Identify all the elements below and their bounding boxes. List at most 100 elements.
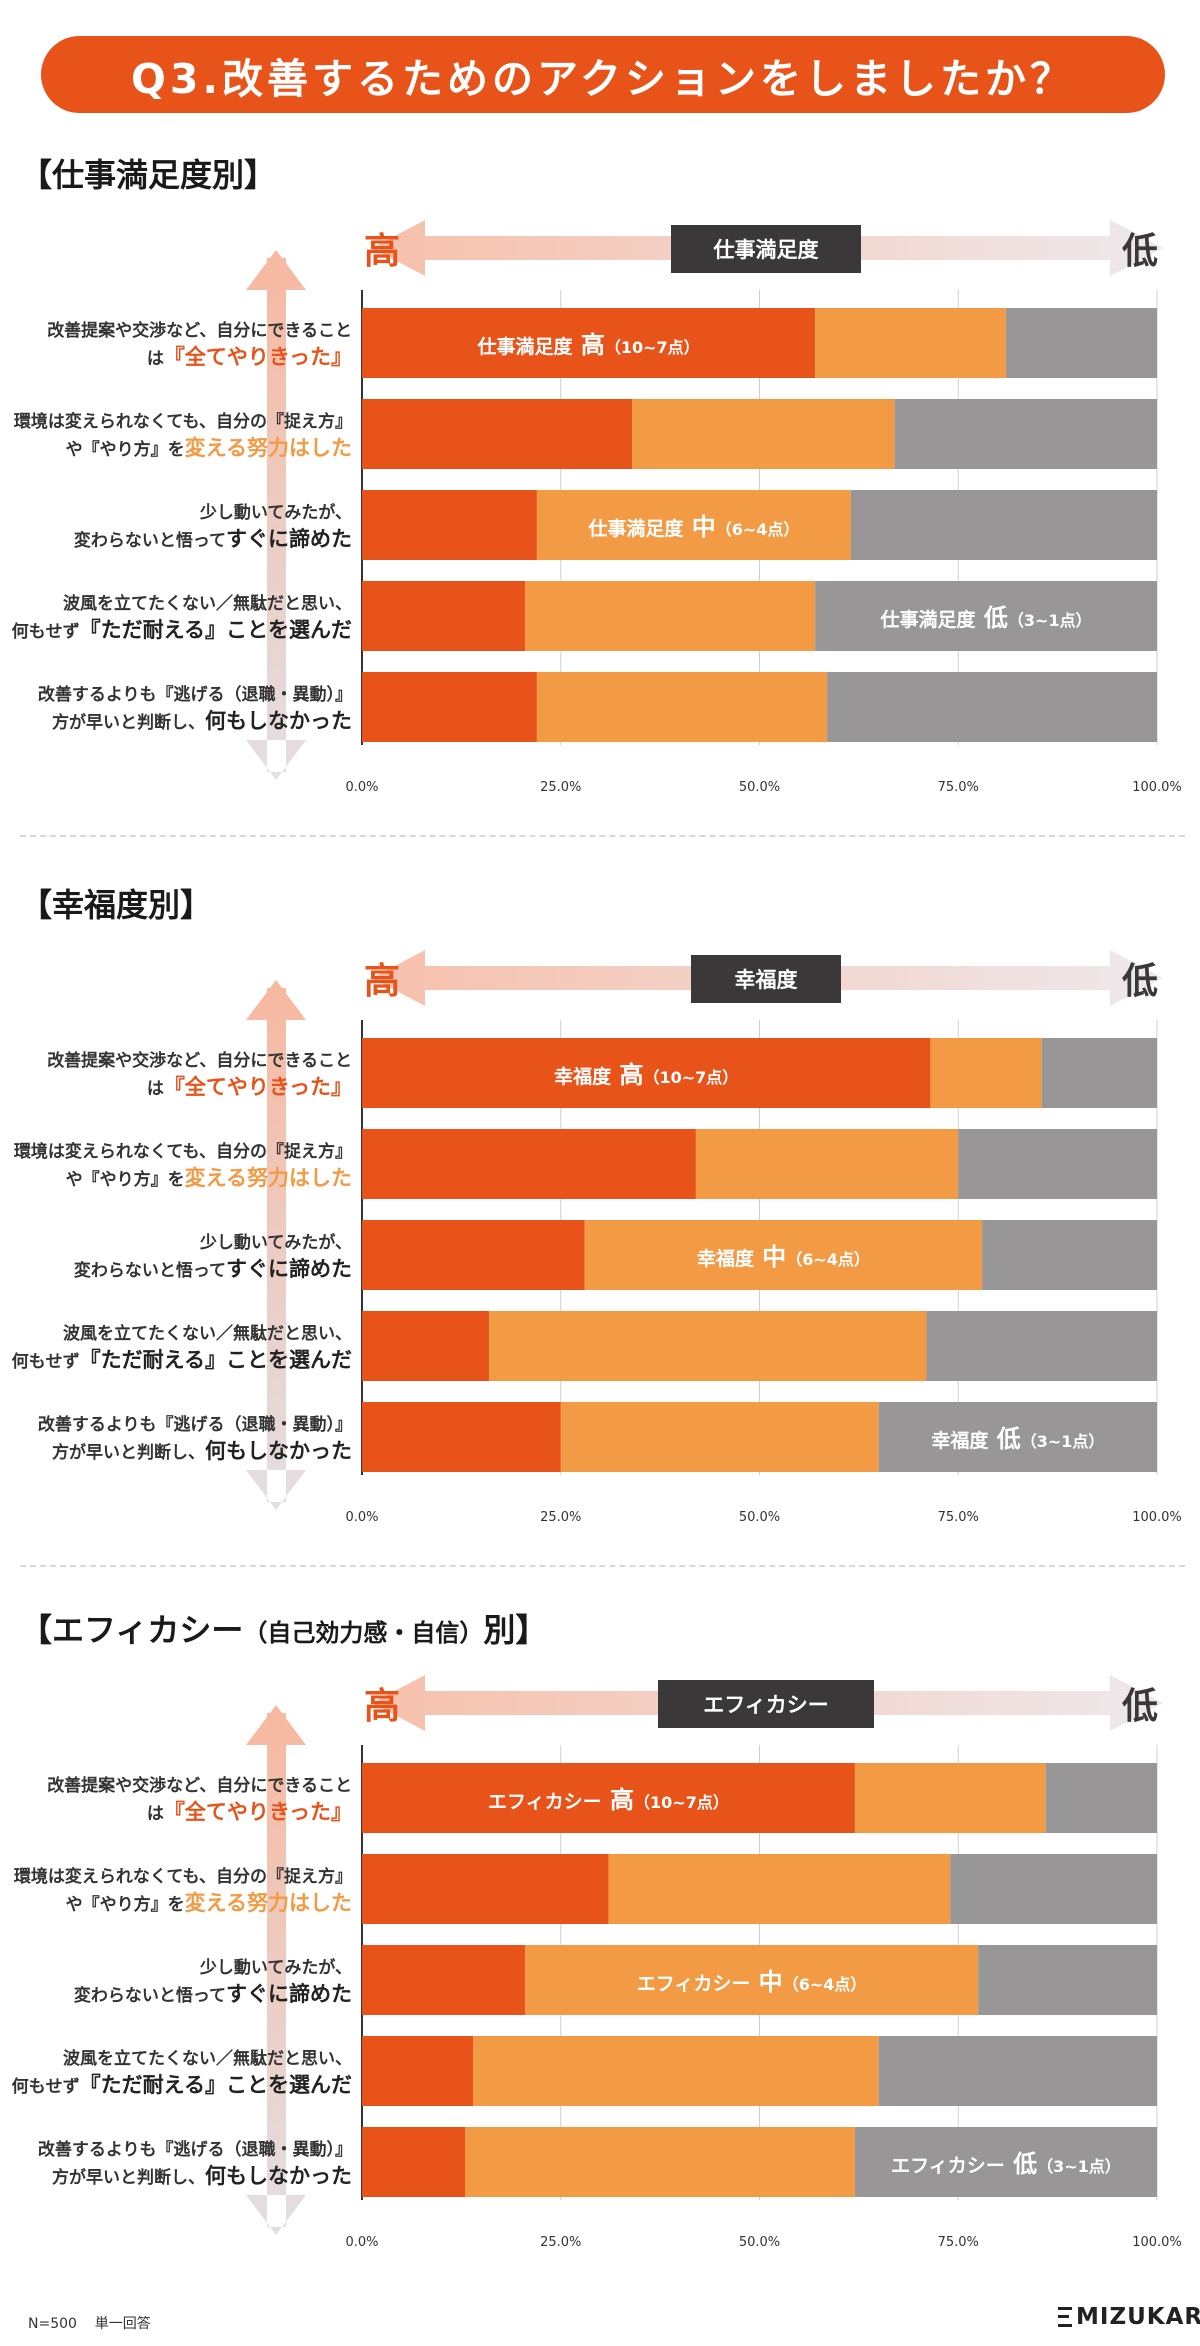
bar-segment-high xyxy=(362,1763,855,1833)
x-tick-label: 50.0% xyxy=(739,2235,780,2250)
bar-segment-high xyxy=(362,1945,525,2015)
bar-segment-high xyxy=(362,1038,931,1108)
series-label-low: 幸福度 低（3~1点） xyxy=(931,1425,1104,1453)
x-tick-label: 100.0% xyxy=(1132,1510,1182,1525)
scale-label-box xyxy=(691,955,841,1003)
category-label-line1: 少し動いてみたが、 xyxy=(199,1957,352,1978)
page-title: Q3.改善するためのアクションをしましたか？ xyxy=(41,36,1165,113)
category-label-line2: 何もせず『ただ耐える』ことを選んだ xyxy=(12,2073,352,2097)
x-tick-label: 50.0% xyxy=(739,1510,780,1525)
x-tick-label: 75.0% xyxy=(938,780,979,795)
bar-segment-low xyxy=(854,2127,1157,2197)
stacked-bar-chart: 高 低 仕事満足度 0.0% 25.0% 50.0% 75.0% 100.0% 仕事満足度 高（… xyxy=(12,220,1182,795)
heading-paren: （自己効力感・自信） xyxy=(243,1619,484,1647)
category-label-line1: 改善するよりも『逃げる（退職・異動）』 xyxy=(38,2139,352,2160)
bar-segment-mid xyxy=(489,1311,927,1381)
bar-segment-low xyxy=(926,1311,1157,1381)
category-label-line2: 方が早いと判断し、何もしなかった xyxy=(52,1439,352,1463)
x-tick-label: 100.0% xyxy=(1132,2235,1182,2250)
series-label-mid: エフィカシー 中（6~4点） xyxy=(637,1968,867,1996)
category-label-line1: 少し動いてみたが、 xyxy=(199,502,352,523)
bar-segment-low xyxy=(894,399,1157,469)
bar-segment-mid xyxy=(465,2127,855,2197)
bar-segment-low xyxy=(958,1129,1157,1199)
bar-segment-high xyxy=(362,672,537,742)
series-label-high: エフィカシー 高（10~7点） xyxy=(488,1786,729,1814)
series-label-low: エフィカシー 低（3~1点） xyxy=(891,2150,1121,2178)
bar-segment-low xyxy=(978,1945,1157,2015)
x-tick-label: 0.0% xyxy=(345,1510,378,1525)
category-label-line1: 波風を立てたくない／無駄だと思い、 xyxy=(63,593,352,614)
section-efficacy: 【エフィカシー（自己効力感・自信）別】 高 低 エフィカシー 0.0% 25.0% 50.… xyxy=(0,1605,1200,2285)
category-label-line1: 波風を立てたくない／無駄だと思い、 xyxy=(63,1323,352,1344)
bar-segment-mid xyxy=(560,1402,879,1472)
category-label-line2: 変わらないと悟ってすぐに諦めた xyxy=(74,1982,352,2006)
bar-segment-low xyxy=(850,490,1157,560)
bar-segment-high xyxy=(362,490,537,560)
bar-segment-low xyxy=(815,581,1157,651)
category-label-line1: 環境は変えられなくても、自分の『捉え方』 xyxy=(14,1866,352,1887)
category-label-line1: 環境は変えられなくても、自分の『捉え方』 xyxy=(14,411,352,432)
category-label-line2: 方が早いと判断し、何もしなかった xyxy=(52,2164,352,2188)
series-label-high: 幸福度 高（10~7点） xyxy=(554,1061,738,1089)
category-label-line2: や『やり方』を変える努力はした xyxy=(66,436,352,460)
logo-mark-icon xyxy=(1058,2307,1072,2327)
bar-segment-mid xyxy=(473,2036,879,2106)
answer-type: 単一回答 xyxy=(94,2316,151,2332)
category-label-line2: 方が早いと判断し、何もしなかった xyxy=(52,709,352,733)
scale-label-text: 幸福度 xyxy=(735,968,798,992)
bar-segment-mid xyxy=(608,1854,951,1924)
bar-segment-high xyxy=(362,1220,585,1290)
scale-low-label: 低 xyxy=(1122,231,1158,272)
bar-segment-high xyxy=(362,399,633,469)
sample-size: N=500 xyxy=(28,2316,77,2332)
category-label-line1: 環境は変えられなくても、自分の『捉え方』 xyxy=(14,1141,352,1162)
scale-low-label: 低 xyxy=(1122,961,1158,1002)
bar-segment-low xyxy=(878,2036,1157,2106)
section-happiness: 【幸福度別】 高 低 幸福度 0.0% 25.0% 50.0% 75.0% 100.0% 幸福度… xyxy=(0,880,1200,1560)
section-job-satisfaction: 【仕事満足度別】 高 低 仕事満足度 0.0% 25.0% 50.0% 75.0% 100.0… xyxy=(0,150,1200,830)
stacked-bar-chart: 高 低 エフィカシー 0.0% 25.0% 50.0% 75.0% 100.0% エフィカシー … xyxy=(12,1675,1182,2250)
category-label-line1: 改善提案や交渉など、自分にできること xyxy=(47,1775,352,1796)
bar-segment-high xyxy=(362,1854,609,1924)
category-label-line2: 何もせず『ただ耐える』ことを選んだ xyxy=(12,618,352,642)
bar-segment-low xyxy=(1045,1763,1157,1833)
scale-low-label: 低 xyxy=(1122,1686,1158,1727)
category-label-line1: 波風を立てたくない／無駄だと思い、 xyxy=(63,2048,352,2069)
bar-segment-low xyxy=(950,1854,1157,1924)
bar-segment-low xyxy=(1005,308,1157,378)
section-heading: 【幸福度別】 xyxy=(20,886,213,924)
scale-label-text: 仕事満足度 xyxy=(713,238,819,262)
footnote: N=500 単一回答 xyxy=(28,2313,151,2333)
brand-logo: MIZUKARA xyxy=(1058,2304,1200,2330)
scale-high-label: 高 xyxy=(364,961,400,1002)
bar-segment-high xyxy=(362,308,816,378)
category-label-line2: や『やり方』を変える努力はした xyxy=(66,1891,352,1915)
bar-segment-mid xyxy=(695,1129,959,1199)
scale-label-text: エフィカシー xyxy=(703,1693,829,1717)
category-label-line1: 少し動いてみたが、 xyxy=(199,1232,352,1253)
bar-segment-mid xyxy=(524,1945,979,2015)
stacked-bar-chart: 高 低 幸福度 0.0% 25.0% 50.0% 75.0% 100.0% 幸福度 高（10~7… xyxy=(12,950,1182,1525)
bar-segment-high xyxy=(362,1311,490,1381)
x-tick-label: 25.0% xyxy=(540,1510,581,1525)
x-tick-label: 50.0% xyxy=(739,780,780,795)
scale-arrow-vertical xyxy=(246,980,306,1510)
bar-segment-high xyxy=(362,1402,561,1472)
category-label-line1: 改善するよりも『逃げる（退職・異動）』 xyxy=(38,1414,352,1435)
category-label-line2: は『全てやりきった』 xyxy=(147,1075,352,1099)
section-heading: 【仕事満足度別】 xyxy=(20,156,277,194)
category-label-line2: 何もせず『ただ耐える』ことを選んだ xyxy=(12,1348,352,1372)
bar-segment-mid xyxy=(584,1220,983,1290)
category-label-line1: 改善提案や交渉など、自分にできること xyxy=(47,1050,352,1071)
scale-arrow-vertical xyxy=(246,250,306,780)
bar-segment-high xyxy=(362,2036,474,2106)
bar-segment-high xyxy=(362,581,525,651)
category-label-line1: 改善するよりも『逃げる（退職・異動）』 xyxy=(38,684,352,705)
bar-segment-high xyxy=(362,2127,466,2197)
x-tick-label: 25.0% xyxy=(540,2235,581,2250)
series-label-mid: 幸福度 中（6~4点） xyxy=(697,1243,870,1271)
category-label-line2: は『全てやりきった』 xyxy=(147,345,352,369)
x-tick-label: 75.0% xyxy=(938,2235,979,2250)
bar-segment-high xyxy=(362,1129,696,1199)
